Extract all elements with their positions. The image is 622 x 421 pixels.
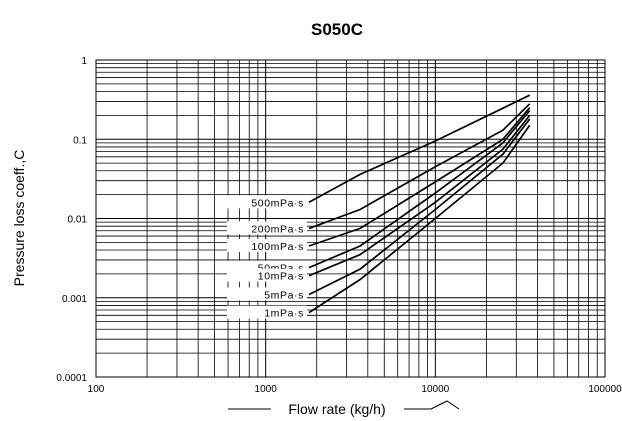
series-line: [308, 103, 531, 230]
y-tick-label: 1: [81, 56, 87, 67]
series-label-background: [226, 287, 307, 301]
series-label-background: [226, 195, 307, 209]
y-tick-label: 0.001: [62, 294, 87, 305]
series-label: 1mPa·s: [264, 308, 304, 320]
series-label: 200mPa·s: [251, 223, 304, 235]
flow-arrow-icon: [430, 400, 460, 410]
series-label: 100mPa·s: [251, 241, 304, 253]
series-line: [308, 124, 531, 314]
grid: [96, 60, 605, 377]
series-label: 5mPa·s: [264, 289, 304, 301]
y-tick-label: 0.0001: [56, 373, 87, 384]
series-lines: [308, 94, 531, 314]
x-tick-label: 100: [88, 384, 105, 395]
x-tick-labels: 100 1000 10000 100000: [88, 384, 622, 395]
series-label-background: [226, 221, 307, 235]
x-axis-label-group: Flow rate (kg/h): [228, 400, 460, 417]
series-line: [308, 94, 531, 204]
series-labels: 500mPa·s200mPa·s100mPa·s50mPa·s10mPa·s5m…: [226, 195, 307, 320]
x-tick-label: 10000: [421, 384, 449, 395]
chart-title: S050C: [311, 20, 363, 39]
series-label-background: [226, 305, 307, 319]
y-axis-label: Pressure loss coeff.,C: [11, 150, 27, 287]
y-tick-label: 0.1: [73, 135, 87, 146]
series-line: [308, 110, 531, 269]
plot-frame: [95, 59, 606, 378]
x-tick-label: 1000: [255, 384, 278, 395]
y-tick-labels: 0.0001 0.001 0.01 0.1 1: [56, 56, 87, 384]
series-label: 500mPa·s: [251, 197, 304, 209]
series-line: [308, 118, 531, 296]
x-axis-label: Flow rate (kg/h): [288, 401, 385, 417]
series-line: [308, 114, 531, 277]
y-tick-label: 0.01: [68, 215, 88, 226]
series-label: 10mPa·s: [258, 271, 304, 283]
series-line: [308, 107, 531, 247]
x-tick-label: 100000: [588, 384, 622, 395]
series-label-background: [226, 238, 307, 252]
series-label-background: [226, 268, 307, 282]
